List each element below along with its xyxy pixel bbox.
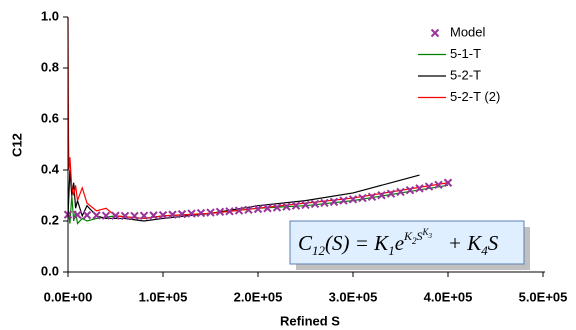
- marker: [377, 191, 386, 200]
- y-tick-label: 0.6: [41, 110, 59, 125]
- marker: [196, 208, 206, 218]
- marker: [443, 178, 453, 187]
- marker: [329, 197, 339, 207]
- x-tick-label: 3.0E+05: [329, 289, 378, 304]
- legend-label: Model: [450, 24, 486, 39]
- eq-part: e: [395, 231, 404, 255]
- y-tick-label: 0.4: [41, 161, 60, 176]
- marker: [405, 185, 415, 195]
- marker: [130, 211, 139, 221]
- eq-part: (S) = K: [325, 231, 389, 255]
- marker: [396, 187, 405, 197]
- marker: [149, 211, 158, 220]
- marker: [82, 210, 92, 220]
- marker: [120, 211, 130, 221]
- y-axis-title: C12: [9, 133, 24, 157]
- marker: [225, 207, 234, 216]
- marker: [320, 198, 329, 208]
- marker: [92, 211, 101, 220]
- marker: [424, 182, 434, 191]
- marker: [291, 201, 301, 210]
- eq-part: K: [422, 227, 430, 237]
- eq-part: + K: [432, 231, 482, 255]
- marker: [282, 202, 291, 211]
- marker: [386, 189, 396, 198]
- x-tick-label: 2.0E+05: [234, 289, 283, 304]
- marker: [101, 211, 111, 220]
- eq-part: 3: [428, 232, 433, 240]
- marker: [348, 195, 358, 204]
- marker: [367, 192, 377, 201]
- marker: [139, 211, 149, 220]
- y-tick-label: 0.8: [41, 59, 59, 74]
- plot-area: 0.0 0.2 0.4 0.6 0.8 1.0 0.0E+00 1.0E+05 2.0E+05 3…: [41, 8, 567, 304]
- marker: [215, 207, 225, 217]
- legend-label: 5-2-T (2): [450, 89, 500, 104]
- x-tick-label: 5.0E+05: [519, 289, 568, 304]
- series-line: [67, 169, 420, 222]
- marker: [263, 204, 272, 213]
- marker: [434, 180, 443, 189]
- eq-part: 1: [388, 243, 395, 258]
- equation-frame: [289, 220, 525, 265]
- marker: [253, 204, 263, 214]
- x-tick-label: 1.0E+05: [139, 289, 188, 304]
- marker: [301, 200, 310, 210]
- marker: [168, 210, 177, 219]
- y-tick-label: 0.2: [41, 212, 59, 227]
- x-axis-title: Refined S: [280, 313, 340, 328]
- marker: [310, 199, 320, 209]
- eq-part: 2: [412, 236, 417, 246]
- marker: [272, 203, 282, 212]
- legend-label: 5-2-T: [450, 67, 481, 82]
- marker: [244, 205, 253, 214]
- eq-part: C: [298, 231, 313, 255]
- y-tick-label: 0.0: [41, 263, 59, 278]
- eq-part: S: [417, 229, 423, 243]
- y-tick-label: 1.0: [41, 8, 59, 23]
- marker: [339, 196, 348, 205]
- marker: [187, 209, 196, 218]
- eq-part: 12: [312, 243, 326, 258]
- marker: [206, 208, 215, 217]
- eq-part: S: [488, 231, 499, 255]
- equation: C12(S) = K1eK2SK3 + K4S: [298, 227, 499, 258]
- marker: [73, 210, 82, 220]
- legend-label: 5-1-T: [450, 46, 481, 61]
- marker: [177, 209, 187, 219]
- x-tick-label: 0.0E+00: [44, 289, 93, 304]
- x-tick-label: 4.0E+05: [424, 289, 473, 304]
- marker: [415, 184, 424, 193]
- legend-marker: [430, 28, 440, 38]
- marker: [111, 211, 120, 220]
- eq-part: 4: [481, 243, 488, 258]
- marker: [234, 206, 244, 215]
- eq-part: K: [403, 229, 413, 243]
- marker: [158, 210, 168, 220]
- marker: [358, 193, 367, 203]
- equation-box: C12(S) = K1eK2SK3 + K4S: [289, 220, 530, 270]
